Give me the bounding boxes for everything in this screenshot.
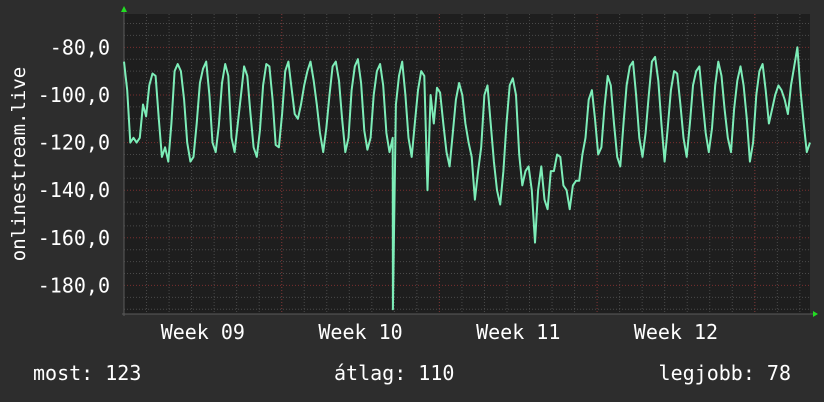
x-tick-label: Week 09 bbox=[161, 320, 245, 344]
y-tick-label: -100,0 bbox=[38, 83, 110, 107]
x-axis-arrow bbox=[813, 311, 818, 317]
y-tick-label: -160,0 bbox=[38, 226, 110, 250]
x-tick-label: Week 10 bbox=[318, 320, 402, 344]
series-line bbox=[123, 46, 811, 311]
stat-average-value: 110 bbox=[418, 361, 455, 385]
stat-best: legjobb: 78 bbox=[659, 361, 791, 385]
y-tick-label: -80,0 bbox=[50, 35, 110, 59]
y-axis-label: onlinestream.live bbox=[8, 67, 30, 261]
y-tick-label: -120,0 bbox=[38, 131, 110, 155]
line-chart: -80,0 -100,0 -120,0 -140,0 -160,0 -180,0 Week… bbox=[8, 6, 818, 344]
stat-current-value: 123 bbox=[105, 361, 142, 385]
stat-best-label: legjobb: bbox=[658, 361, 755, 385]
y-tick-labels: -80,0 -100,0 -120,0 -140,0 -160,0 -180,0 bbox=[38, 35, 110, 297]
stat-best-value: 78 bbox=[766, 361, 791, 385]
x-tick-label: Week 11 bbox=[476, 320, 560, 344]
stat-average-label: átlag: bbox=[334, 361, 407, 385]
x-tick-labels: Week 09 Week 10 Week 11 Week 12 bbox=[161, 320, 718, 344]
y-axis-arrow bbox=[121, 6, 127, 12]
x-tick-label: Week 12 bbox=[634, 320, 718, 344]
y-tick-label: -180,0 bbox=[38, 273, 110, 297]
y-tick-label: -140,0 bbox=[38, 178, 110, 202]
stat-average: átlag: 110 bbox=[334, 361, 454, 385]
plot-area bbox=[124, 14, 810, 314]
axes bbox=[121, 6, 818, 317]
stat-current-label: most: bbox=[33, 361, 94, 385]
stat-current: most: 123 bbox=[33, 361, 141, 385]
